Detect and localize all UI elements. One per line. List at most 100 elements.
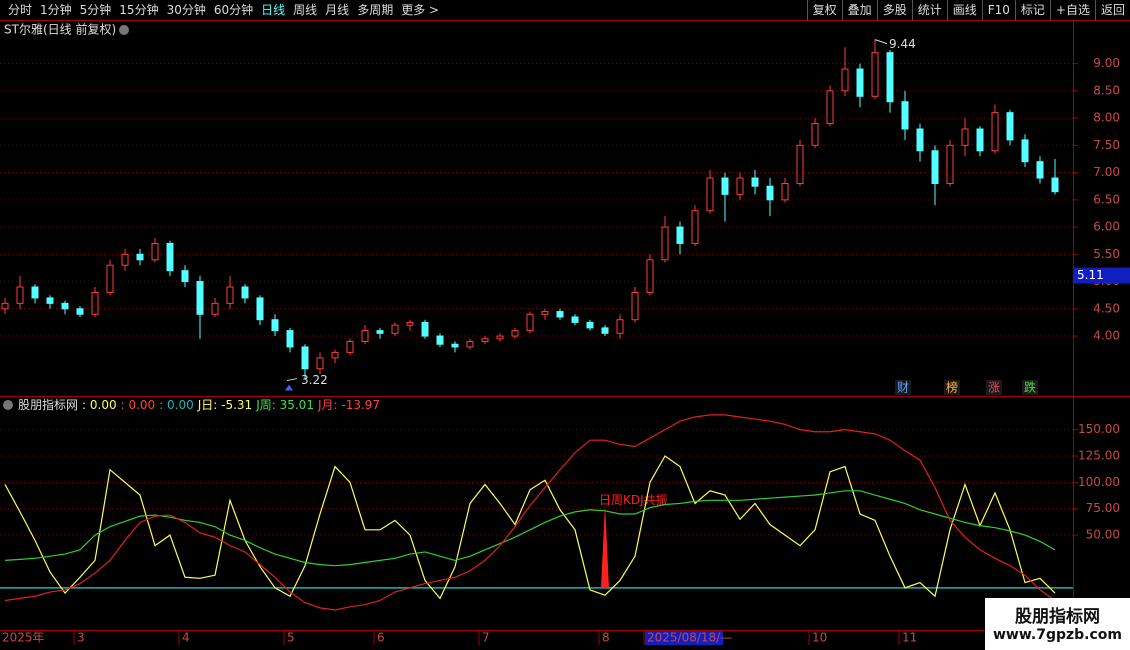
candle-body bbox=[286, 330, 294, 348]
candle-body bbox=[856, 68, 864, 97]
toolbar: 分时 1分钟 5分钟 15分钟 30分钟 60分钟 日线 周线 月线 多周期 更多 > 复权 叠加 多股统… bbox=[0, 0, 1130, 20]
period-tab[interactable]: 多周期 bbox=[357, 3, 394, 17]
period-tab[interactable]: 更多 > bbox=[401, 3, 440, 17]
candle-body bbox=[361, 330, 369, 343]
y-tick-label: 9.00 bbox=[1093, 56, 1120, 70]
x-tick-label: 10 bbox=[812, 631, 827, 645]
period-tab[interactable]: 5分钟 bbox=[79, 3, 112, 17]
candle-body bbox=[976, 128, 984, 152]
y-tick-label: 8.00 bbox=[1093, 111, 1120, 125]
candle-body bbox=[1036, 161, 1044, 179]
period-tab[interactable]: 15分钟 bbox=[119, 3, 159, 17]
badge-bg bbox=[944, 380, 960, 395]
candle-body bbox=[706, 177, 714, 212]
x-tick-label: 6 bbox=[377, 631, 385, 645]
candle-body bbox=[346, 341, 354, 353]
chart-title: ST尔雅(日线 前复权) bbox=[4, 22, 116, 37]
x-tick-label: 8 bbox=[602, 631, 610, 645]
header-item: 股朋指标网 bbox=[18, 397, 78, 412]
indicator-line bbox=[4, 455, 1056, 600]
badge: 财 bbox=[897, 381, 909, 395]
candle-body bbox=[436, 335, 444, 345]
candle-body bbox=[601, 327, 609, 334]
candle-body bbox=[826, 90, 834, 125]
candle-body bbox=[961, 128, 969, 146]
candle-body bbox=[631, 291, 639, 321]
indicator-header: 股朋指标网: 0.00: 0.00: 0.00 J日: -5.31 J周: 35.0… bbox=[18, 397, 380, 412]
candle-body bbox=[1006, 112, 1014, 141]
candle-body bbox=[571, 316, 579, 323]
candle-body bbox=[181, 270, 189, 283]
candle-body bbox=[211, 302, 219, 315]
low-pointer bbox=[286, 378, 298, 382]
candle-body bbox=[61, 302, 69, 310]
candle-body bbox=[796, 144, 804, 184]
candle-body bbox=[376, 330, 384, 334]
y-tick-label: 7.00 bbox=[1093, 165, 1120, 179]
candle-body bbox=[511, 330, 519, 337]
header-item: : 0.00 bbox=[159, 398, 194, 412]
candle-body bbox=[586, 321, 594, 329]
candle-body bbox=[31, 286, 39, 299]
header-item: J周: 35.01 bbox=[255, 398, 314, 412]
candle-body bbox=[556, 311, 564, 318]
indicator-line bbox=[4, 414, 1056, 611]
candle-body bbox=[541, 311, 549, 315]
candle-body bbox=[1051, 177, 1059, 193]
candle-body bbox=[886, 52, 894, 103]
y-tick-label: 4.50 bbox=[1093, 301, 1120, 315]
y-tick-label: 4.00 bbox=[1093, 329, 1120, 343]
period-tab[interactable]: 分时 bbox=[8, 3, 33, 17]
tool-button[interactable]: 返回 bbox=[1094, 0, 1130, 20]
tool-button[interactable]: 标记 bbox=[1014, 0, 1050, 20]
header-item: : 0.00 bbox=[82, 398, 117, 412]
candle-body bbox=[91, 291, 99, 315]
tool-button[interactable]: 统计 bbox=[911, 0, 947, 20]
tool-button[interactable]: 复权 bbox=[806, 0, 842, 20]
period-tab[interactable]: 周线 bbox=[293, 3, 318, 17]
y-tick-label: 50.00 bbox=[1086, 528, 1120, 542]
tool-button[interactable]: 画线 bbox=[946, 0, 982, 20]
tool-button[interactable]: 叠加 bbox=[841, 0, 877, 20]
candle-body bbox=[76, 308, 84, 315]
period-tab[interactable]: 1分钟 bbox=[40, 3, 72, 17]
y-tick-label: 5.50 bbox=[1093, 247, 1120, 261]
indicator-line bbox=[4, 490, 1056, 567]
candle-body bbox=[391, 324, 399, 334]
candle-body bbox=[616, 319, 624, 334]
tool-button[interactable]: 多股 bbox=[876, 0, 912, 20]
period-tab[interactable]: 60分钟 bbox=[213, 3, 254, 17]
x-tick-label: 3 bbox=[77, 631, 85, 645]
tool-button[interactable]: F10 bbox=[981, 0, 1015, 20]
x-tick-label: 11 bbox=[902, 631, 917, 645]
header-item: : 0.00 bbox=[121, 398, 156, 412]
badge-bg bbox=[986, 380, 1002, 395]
watermark: 股朋指标网 www.7gpzb.com bbox=[985, 598, 1130, 650]
period-tab[interactable]: 日线 bbox=[261, 3, 286, 17]
candle-body bbox=[241, 286, 249, 299]
period-tab[interactable]: 30分钟 bbox=[166, 3, 206, 17]
candle-body bbox=[316, 357, 324, 370]
candle-body bbox=[331, 351, 339, 359]
candle-body bbox=[646, 259, 654, 293]
cursor-date-bg bbox=[645, 631, 723, 645]
x-tick-label: 5 bbox=[287, 631, 295, 645]
candle-body bbox=[526, 313, 534, 332]
period-tab[interactable]: 月线 bbox=[325, 3, 350, 17]
signal-label: 日周KDJ共振 bbox=[599, 493, 668, 507]
candle-body bbox=[916, 128, 924, 152]
candle-body bbox=[151, 242, 159, 261]
candle-body bbox=[811, 123, 819, 146]
x-tick-label: 2025年 bbox=[2, 631, 45, 645]
candle-body bbox=[931, 150, 939, 184]
candle-body bbox=[841, 68, 849, 92]
y-tick-label: 7.50 bbox=[1093, 138, 1120, 152]
tool-button[interactable]: +自选 bbox=[1049, 0, 1095, 20]
y-tick-label: 6.00 bbox=[1093, 220, 1120, 234]
x-tick-label: 2025/08/18/— bbox=[647, 631, 732, 645]
candle-body bbox=[871, 52, 879, 97]
candle-body bbox=[196, 281, 204, 315]
price-tag bbox=[1074, 267, 1130, 284]
